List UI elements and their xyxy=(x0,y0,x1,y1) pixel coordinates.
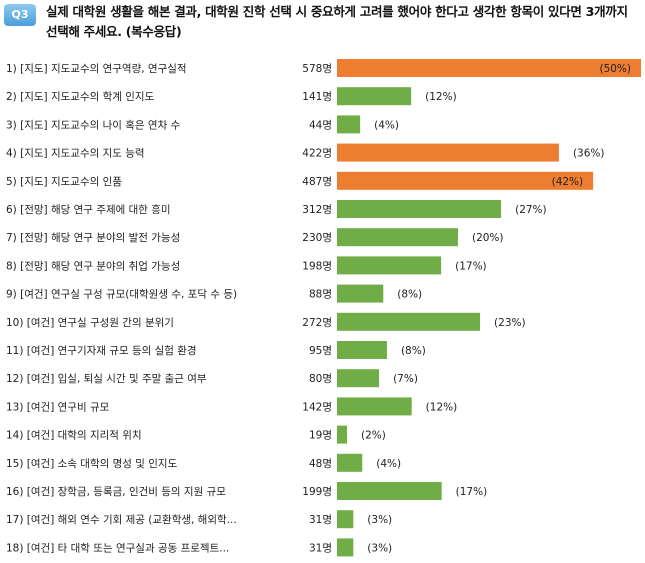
bar xyxy=(337,284,384,303)
count-label: 19명 xyxy=(309,430,332,442)
category-label: 9) [여건] 연구실 구성 규모(대학원생 수, 포닥 수 등) xyxy=(6,289,237,301)
count-label: 312명 xyxy=(302,204,332,216)
count-label: 48명 xyxy=(309,458,332,470)
category-label: 11) [여건] 연구기자재 규모 등의 실험 환경 xyxy=(6,344,197,357)
bar xyxy=(337,538,354,557)
percent-label: (23%) xyxy=(494,317,526,329)
count-label: 487명 xyxy=(302,176,332,188)
category-label: 16) [여건] 장학금, 등록금, 인건비 등의 지원 규모 xyxy=(6,486,226,498)
count-label: 230명 xyxy=(302,232,332,244)
category-label: 10) [여건] 연구실 구성원 간의 분위기 xyxy=(6,316,174,329)
count-label: 31명 xyxy=(309,514,332,526)
percent-label: (36%) xyxy=(573,148,605,160)
category-label: 18) [여건] 타 대학 또는 연구실과 공동 프로젝트... xyxy=(6,542,229,554)
count-label: 44명 xyxy=(309,119,332,131)
count-label: 141명 xyxy=(302,91,332,103)
bar xyxy=(337,482,442,500)
bar xyxy=(337,397,412,416)
bar xyxy=(337,425,347,444)
count-label: 578명 xyxy=(302,63,332,75)
percent-label: (4%) xyxy=(376,458,401,470)
category-label: 3) [지도] 지도교수의 나이 혹은 연차 수 xyxy=(6,118,181,131)
bar xyxy=(337,171,594,190)
bar xyxy=(337,87,412,106)
percent-label: (50%) xyxy=(599,63,631,75)
category-label: 14) [여건] 대학의 지리적 위치 xyxy=(6,429,142,442)
category-label: 7) [전망] 해당 연구 분야의 발전 가능성 xyxy=(6,231,180,244)
question-header: Q3 실제 대학원 생활을 해본 결과, 대학원 진학 선택 시 중요하게 고려… xyxy=(0,0,645,58)
percent-label: (8%) xyxy=(401,345,426,357)
count-label: 88명 xyxy=(309,289,332,301)
category-label: 12) [여건] 입실, 퇴실 시간 및 주말 출근 여부 xyxy=(6,372,207,385)
category-label: 8) [전망] 해당 연구 분야의 취업 가능성 xyxy=(6,259,180,272)
bar xyxy=(337,341,387,359)
category-label: 1) [지도] 지도교수의 연구역량, 연구실적 xyxy=(6,63,187,75)
percent-label: (4%) xyxy=(374,119,399,131)
percent-label: (2%) xyxy=(361,430,386,442)
count-label: 272명 xyxy=(302,317,332,329)
bar xyxy=(337,228,458,247)
percent-label: (3%) xyxy=(367,514,392,526)
bar xyxy=(337,453,363,472)
count-label: 80명 xyxy=(309,373,332,385)
bar xyxy=(337,369,380,388)
percent-label: (7%) xyxy=(393,373,418,385)
percent-label: (12%) xyxy=(425,91,457,103)
count-label: 95명 xyxy=(309,345,332,357)
category-label: 5) [지도] 지도교수의 인품 xyxy=(6,176,122,188)
percent-label: (17%) xyxy=(455,260,487,272)
category-label: 2) [지도] 지도교수의 학계 인지도 xyxy=(6,91,155,103)
category-label: 6) [전망] 해당 연구 주제에 대한 흥미 xyxy=(6,203,171,216)
bar xyxy=(337,256,442,275)
question-text: 실제 대학원 생활을 해본 결과, 대학원 진학 선택 시 중요하게 고려를 했… xyxy=(46,4,628,39)
percent-label: (12%) xyxy=(426,401,458,413)
bar xyxy=(337,200,502,218)
percent-label: (3%) xyxy=(367,542,392,554)
category-label: 13) [여건] 연구비 규모 xyxy=(6,401,110,413)
percent-label: (42%) xyxy=(552,176,584,188)
count-label: 142명 xyxy=(302,401,332,413)
bar xyxy=(337,510,354,529)
percent-label: (20%) xyxy=(472,232,504,244)
count-label: 198명 xyxy=(302,260,332,272)
percent-label: (8%) xyxy=(397,289,422,301)
count-label: 31명 xyxy=(309,542,332,554)
bar xyxy=(337,143,559,162)
bar xyxy=(337,312,481,331)
count-label: 422명 xyxy=(302,148,332,160)
percent-label: (17%) xyxy=(456,486,488,498)
category-label: 15) [여건] 소속 대학의 명성 및 인지도 xyxy=(6,458,178,470)
percent-label: (27%) xyxy=(515,204,547,216)
category-label: 4) [지도] 지도교수의 지도 능력 xyxy=(6,148,145,160)
category-label: 17) [여건] 해외 연수 기회 제공 (교환학생, 해외학... xyxy=(6,513,237,526)
question-number-badge: Q3 xyxy=(4,4,36,26)
count-label: 199명 xyxy=(302,486,332,498)
bar xyxy=(337,59,641,77)
bar xyxy=(337,115,361,134)
